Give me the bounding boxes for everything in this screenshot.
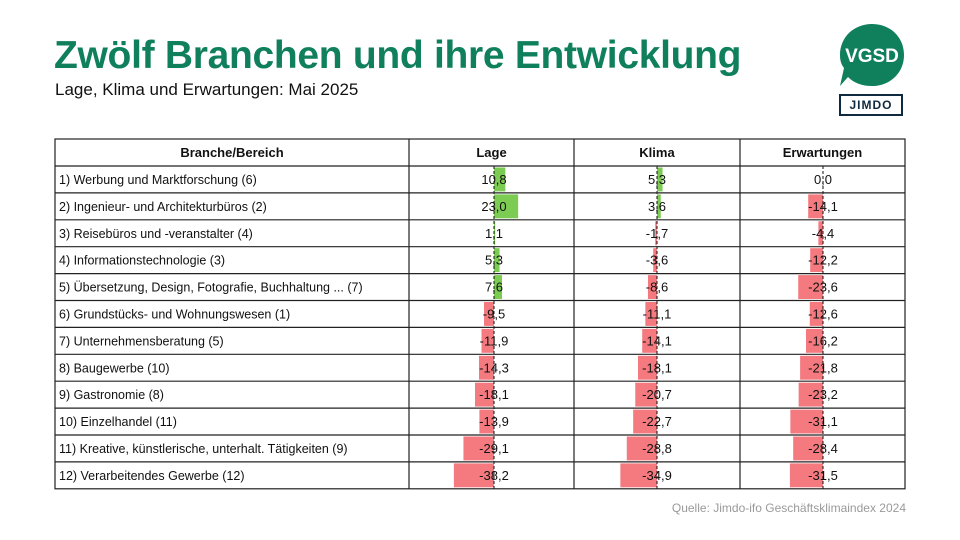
bar-erwartungen-4 xyxy=(810,248,823,273)
value-label-lage-10: -13,9 xyxy=(479,414,509,429)
value-label-lage-2: 23,0 xyxy=(481,199,506,214)
value-label-klima-10: -22,7 xyxy=(642,414,672,429)
bar-klima-1 xyxy=(657,167,663,192)
bar-erwartungen-9 xyxy=(798,382,823,407)
bar-lage-12 xyxy=(453,463,494,488)
value-label-erwartungen-1: 0,0 xyxy=(814,172,832,187)
value-label-lage-8: -14,3 xyxy=(479,360,509,375)
column-header-klima: Klima xyxy=(639,145,675,160)
bar-erwartungen-7 xyxy=(805,328,823,353)
row-label-4: 4) Informationstechnologie (3) xyxy=(59,254,225,268)
bar-lage-11 xyxy=(463,436,494,461)
value-label-erwartungen-7: -16,2 xyxy=(808,333,838,348)
value-label-lage-4: 5,3 xyxy=(485,253,503,268)
bar-klima-7 xyxy=(642,328,657,353)
value-label-erwartungen-10: -31,1 xyxy=(808,414,838,429)
jimdo-logo: JIMDO xyxy=(839,94,903,116)
value-label-klima-3: -1,7 xyxy=(646,226,668,241)
row-label-1: 1) Werbung und Marktforschung (6) xyxy=(59,173,257,187)
value-label-erwartungen-9: -23,2 xyxy=(808,387,838,402)
bar-erwartungen-8 xyxy=(800,355,823,380)
row-label-6: 6) Grundstücks- und Wohnungswesen (1) xyxy=(59,308,290,322)
value-label-erwartungen-11: -28,4 xyxy=(808,441,838,456)
bar-lage-9 xyxy=(474,382,494,407)
value-label-klima-11: -28,8 xyxy=(642,441,672,456)
value-label-lage-3: 1,1 xyxy=(485,226,503,241)
row-label-7: 7) Unternehmensberatung (5) xyxy=(59,334,224,348)
bar-lage-1 xyxy=(494,167,506,192)
bar-erwartungen-6 xyxy=(809,302,823,326)
row-label-5: 5) Übersetzung, Design, Fotografie, Buch… xyxy=(59,281,363,295)
bar-klima-9 xyxy=(635,382,657,407)
bar-erwartungen-11 xyxy=(793,436,823,461)
column-header-branche: Branche/Bereich xyxy=(180,145,283,160)
row-label-11: 11) Kreative, künstlerische, unterhalt. … xyxy=(59,442,348,456)
bar-erwartungen-5 xyxy=(798,275,823,299)
bar-klima-3 xyxy=(655,221,657,246)
row-label-8: 8) Baugewerbe (10) xyxy=(59,361,169,375)
bar-klima-2 xyxy=(657,194,661,219)
value-label-erwartungen-6: -12,6 xyxy=(808,307,838,322)
bar-lage-6 xyxy=(484,302,494,326)
value-label-klima-12: -34,9 xyxy=(642,468,672,483)
value-label-lage-6: -9,5 xyxy=(483,307,505,322)
row-label-10: 10) Einzelhandel (11) xyxy=(59,415,177,429)
vgsd-logo-text: VGSD xyxy=(845,46,899,67)
value-label-klima-2: 3,6 xyxy=(648,199,666,214)
row-label-12: 12) Verarbeitendes Gewerbe (12) xyxy=(59,469,245,483)
value-label-lage-11: -29,1 xyxy=(479,441,509,456)
bar-klima-10 xyxy=(633,409,657,434)
table-border xyxy=(54,138,906,490)
value-label-lage-12: -38,2 xyxy=(479,468,509,483)
bar-lage-7 xyxy=(481,328,494,353)
bar-erwartungen-3 xyxy=(818,221,823,246)
page-subtitle: Lage, Klima und Erwartungen: Mai 2025 xyxy=(55,80,359,99)
value-label-klima-9: -20,7 xyxy=(642,387,672,402)
vgsd-logo: VGSD xyxy=(840,24,904,86)
column-header-lage: Lage xyxy=(476,145,506,160)
bar-klima-6 xyxy=(645,302,657,326)
row-label-2: 2) Ingenieur- und Architekturbüros (2) xyxy=(59,200,267,214)
value-label-erwartungen-8: -21,8 xyxy=(808,360,838,375)
value-label-klima-4: -3,6 xyxy=(646,253,668,268)
value-label-klima-7: -14,1 xyxy=(642,333,672,348)
bar-klima-4 xyxy=(653,248,657,273)
bar-klima-5 xyxy=(647,275,657,299)
bar-erwartungen-10 xyxy=(790,409,823,434)
bar-klima-12 xyxy=(620,463,657,488)
bar-erwartungen-12 xyxy=(789,463,823,488)
value-label-erwartungen-2: -14,1 xyxy=(808,199,838,214)
row-label-3: 3) Reisebüros und -veranstalter (4) xyxy=(59,227,253,241)
page-title: Zwölf Branchen und ihre Entwicklung xyxy=(54,34,742,77)
bar-lage-8 xyxy=(478,355,494,380)
row-label-9: 9) Gastronomie (8) xyxy=(59,388,164,402)
column-header-erwartungen: Erwartungen xyxy=(783,145,863,160)
bar-lage-2 xyxy=(494,194,519,219)
value-label-erwartungen-5: -23,6 xyxy=(808,280,838,295)
value-label-klima-5: -8,6 xyxy=(646,280,668,295)
bar-lage-5 xyxy=(494,275,502,299)
value-label-erwartungen-3: -4,4 xyxy=(812,226,834,241)
bar-klima-8 xyxy=(637,355,657,380)
value-label-erwartungen-4: -12,2 xyxy=(808,253,838,268)
bar-lage-4 xyxy=(494,248,500,273)
value-label-erwartungen-12: -31,5 xyxy=(808,468,838,483)
value-label-klima-8: -18,1 xyxy=(642,360,672,375)
source-note: Quelle: Jimdo-ifo Geschäftsklimaindex 20… xyxy=(671,501,906,515)
bar-klima-11 xyxy=(626,436,657,461)
bar-erwartungen-2 xyxy=(808,194,823,219)
value-label-lage-1: 10,8 xyxy=(481,172,506,187)
value-label-klima-6: -11,1 xyxy=(643,307,672,322)
value-label-lage-5: 7,6 xyxy=(485,280,503,295)
bar-lage-3 xyxy=(494,221,496,246)
value-label-klima-1: 5,3 xyxy=(648,172,666,187)
bar-lage-10 xyxy=(479,409,494,434)
value-label-lage-9: -18,1 xyxy=(479,387,509,402)
value-label-lage-7: -11,9 xyxy=(480,333,509,348)
